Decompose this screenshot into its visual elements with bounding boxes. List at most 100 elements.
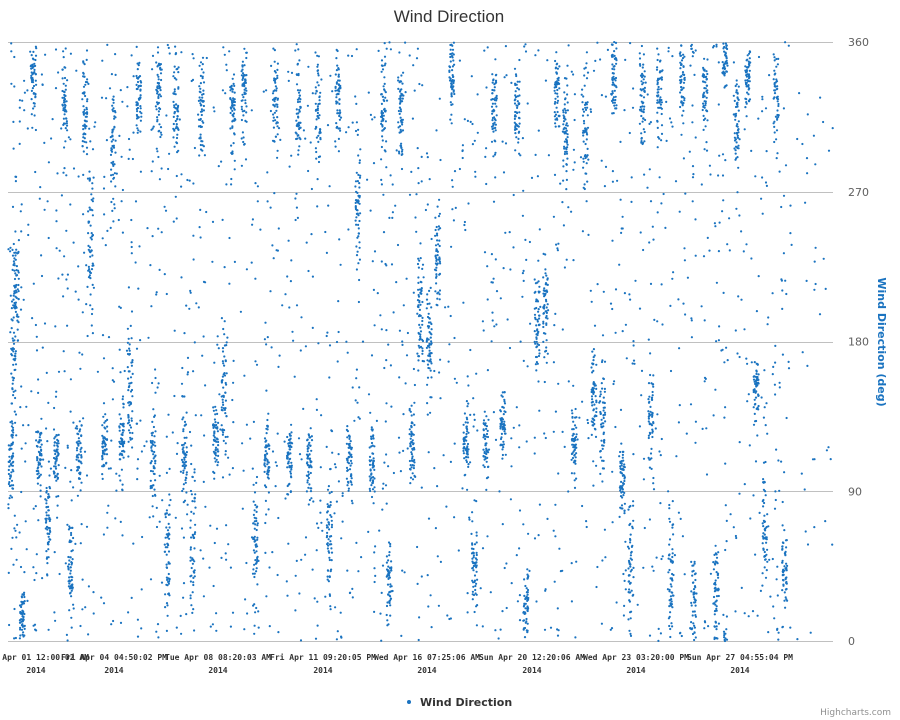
data-point — [566, 133, 569, 136]
data-point — [630, 558, 634, 561]
data-point — [127, 611, 130, 614]
chart-title: Wind Direction — [394, 7, 505, 26]
data-point — [114, 185, 117, 188]
data-point — [594, 59, 597, 63]
data-point — [228, 282, 231, 285]
data-point — [659, 77, 662, 80]
data-point — [91, 187, 94, 190]
data-point — [574, 446, 577, 449]
data-point — [131, 446, 134, 449]
data-point — [329, 501, 332, 504]
data-point — [215, 612, 218, 615]
data-point — [289, 457, 292, 460]
data-point — [671, 500, 674, 503]
data-point — [620, 507, 623, 510]
data-point — [66, 129, 69, 132]
data-point — [30, 317, 34, 320]
data-point — [703, 380, 706, 383]
data-point — [326, 124, 330, 127]
data-point — [448, 65, 451, 68]
data-point — [679, 105, 682, 109]
data-point — [338, 79, 341, 82]
data-point — [36, 482, 40, 485]
data-point — [105, 139, 108, 142]
data-point — [681, 57, 685, 60]
data-point — [435, 269, 438, 272]
data-point — [669, 304, 672, 307]
data-point — [642, 74, 645, 77]
data-point — [542, 312, 545, 315]
data-point — [78, 430, 81, 433]
data-point — [505, 74, 508, 77]
data-point — [655, 68, 659, 71]
data-point — [658, 450, 661, 453]
data-point — [66, 639, 69, 642]
data-point — [680, 86, 683, 89]
data-point — [660, 557, 663, 561]
data-point — [337, 137, 340, 140]
data-point — [85, 146, 89, 149]
data-point — [409, 482, 412, 485]
data-point — [10, 420, 13, 423]
data-point — [359, 174, 362, 177]
data-point — [231, 125, 234, 128]
data-point — [648, 412, 651, 415]
data-point — [224, 391, 227, 394]
data-point — [536, 328, 539, 331]
data-point — [54, 452, 57, 456]
data-point — [646, 186, 649, 189]
data-point — [649, 352, 652, 355]
data-point — [428, 346, 431, 349]
data-point — [464, 421, 467, 424]
data-point — [34, 58, 37, 62]
data-point — [466, 405, 469, 408]
data-point — [439, 560, 442, 564]
data-point — [682, 86, 685, 89]
data-point — [554, 113, 558, 116]
data-point — [436, 239, 439, 242]
data-point — [137, 287, 140, 290]
data-point — [30, 71, 33, 74]
data-point — [66, 444, 69, 447]
data-point — [167, 550, 171, 553]
data-point — [211, 623, 214, 626]
data-point — [11, 387, 14, 390]
data-point — [652, 374, 655, 377]
data-point — [629, 617, 632, 620]
data-point — [192, 583, 195, 587]
data-point — [385, 613, 388, 617]
data-point — [570, 458, 573, 461]
data-point — [131, 395, 134, 398]
data-point — [182, 430, 185, 433]
data-point — [314, 86, 317, 89]
data-point — [586, 180, 589, 183]
data-point — [136, 635, 140, 638]
data-point — [656, 119, 659, 122]
data-point — [383, 107, 386, 110]
data-point — [47, 460, 51, 463]
data-point — [643, 86, 647, 89]
data-point — [369, 411, 372, 414]
data-point — [10, 471, 13, 474]
data-point — [474, 562, 477, 565]
data-point — [54, 462, 57, 465]
data-point — [657, 136, 660, 139]
data-point — [417, 281, 420, 284]
data-point — [274, 461, 277, 464]
data-point — [202, 104, 205, 108]
data-point — [558, 65, 561, 68]
data-point — [461, 156, 464, 160]
data-point — [573, 486, 577, 489]
data-point — [494, 258, 497, 261]
data-point — [586, 133, 589, 136]
data-point — [543, 628, 547, 631]
data-point — [90, 193, 93, 196]
data-point — [482, 429, 485, 432]
data-point — [326, 505, 330, 508]
data-point — [546, 517, 549, 521]
data-point — [430, 342, 433, 345]
data-point — [215, 629, 218, 632]
data-point — [104, 445, 107, 448]
data-point — [611, 307, 614, 311]
data-point — [556, 101, 559, 104]
